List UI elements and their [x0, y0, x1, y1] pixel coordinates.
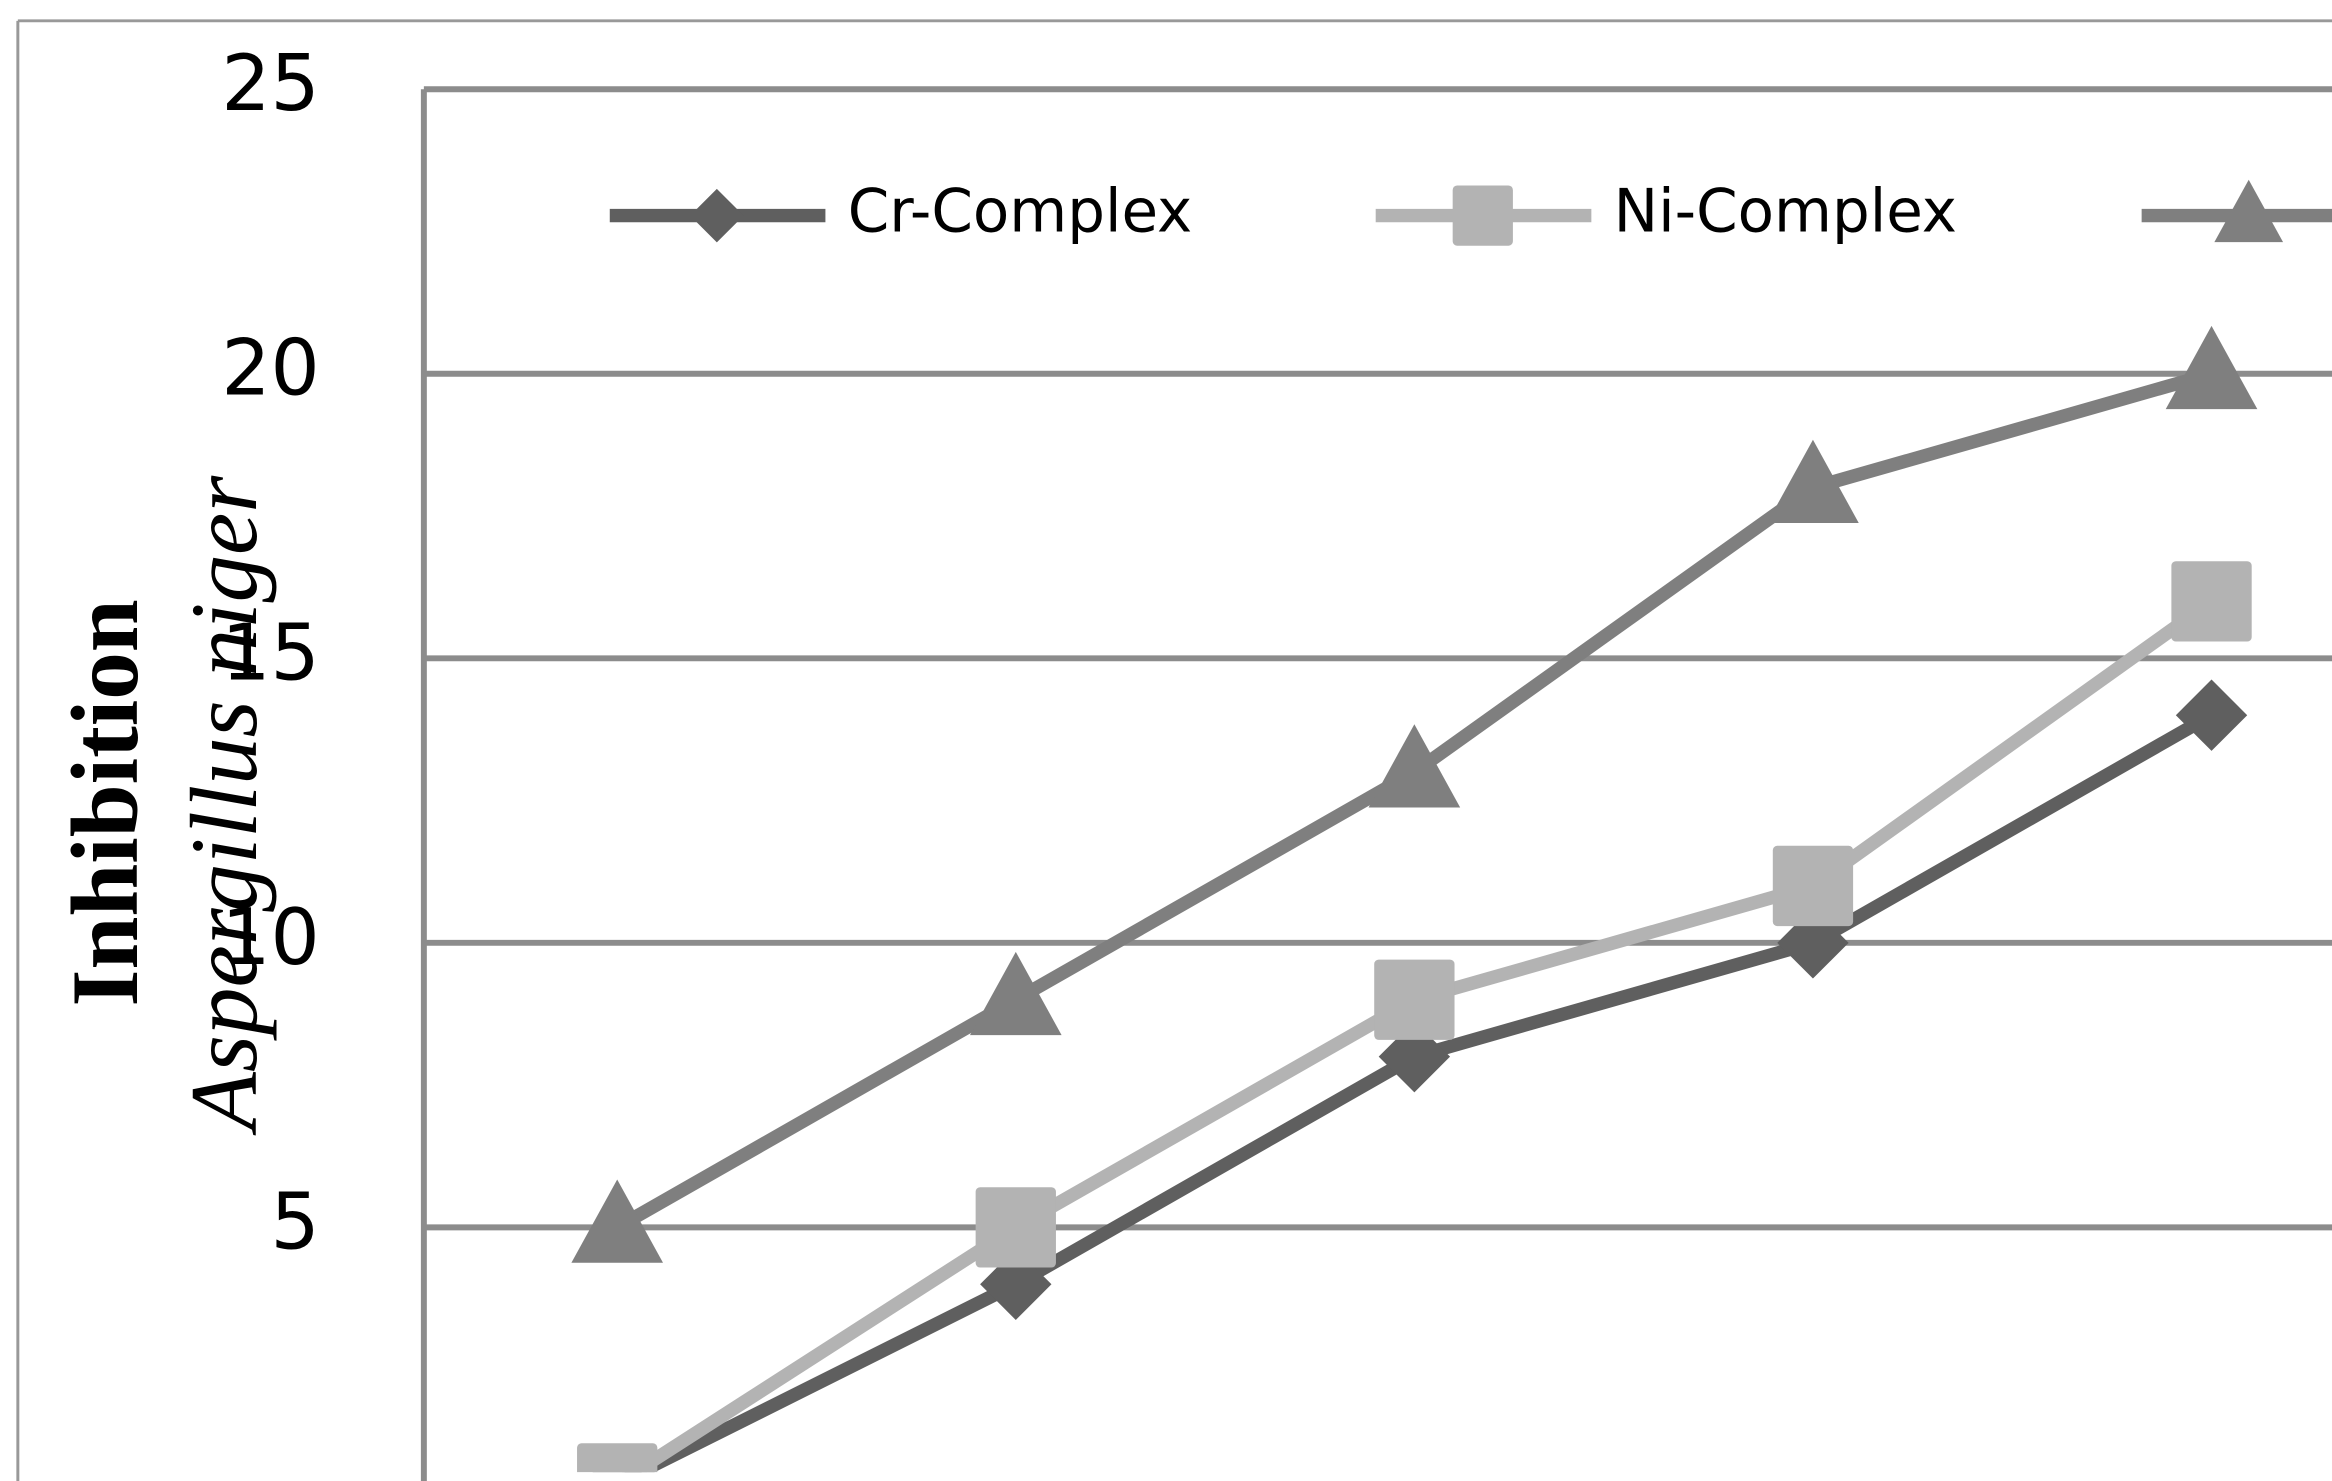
y-axis-title: Inhibition	[52, 599, 158, 1006]
y-axis-title: Aspergillus niger	[171, 475, 277, 1137]
marker-square	[975, 1187, 1056, 1268]
y-ticks: 5 10 15 20 25	[221, 39, 319, 1267]
grid	[420, 86, 2332, 1481]
marker-square	[1452, 185, 1513, 246]
marker-square	[1374, 959, 1455, 1040]
marker-triangle	[1368, 724, 1461, 808]
marker-diamond	[2175, 679, 2248, 751]
marker-square	[577, 1443, 658, 1473]
y-tick-label: 25	[221, 39, 319, 129]
marker-triangle	[1767, 439, 1859, 523]
y-tick-label: 15	[221, 608, 319, 698]
marker-triangle	[2214, 179, 2284, 243]
marker-triangle	[969, 951, 1062, 1036]
y-tick-label: 10	[221, 893, 319, 983]
y-tick-label: 5	[271, 1177, 320, 1267]
marker-diamond	[690, 188, 744, 243]
legend-label: Ni-Complex	[1614, 178, 1957, 247]
legend: Cr-Complex Ni-Complex	[609, 178, 2332, 247]
legend-label: Cr-Complex	[848, 178, 1193, 247]
marker-square	[2171, 561, 2252, 642]
plot	[571, 325, 2258, 1473]
marker-triangle	[2165, 325, 2258, 410]
marker-triangle	[571, 1179, 664, 1263]
y-tick-label: 20	[221, 324, 319, 414]
marker-square	[1772, 845, 1854, 927]
